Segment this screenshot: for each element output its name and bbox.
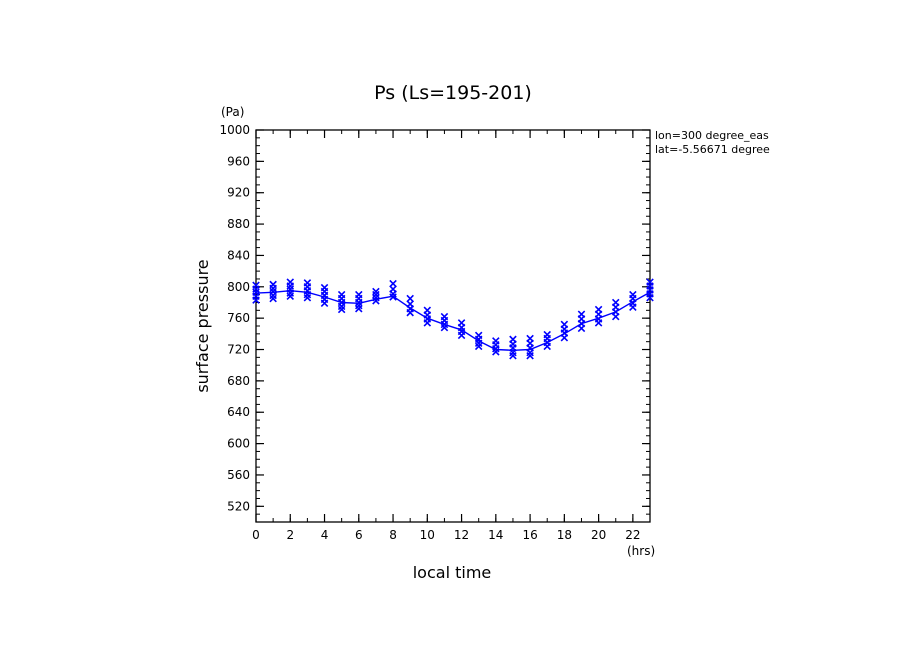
y-tick-label: 920: [227, 186, 250, 200]
data-point: [286, 292, 295, 300]
y-axis-title: surface pressure: [193, 259, 212, 392]
y-tick-label: 720: [227, 343, 250, 357]
x-tick-label: 2: [286, 528, 294, 542]
data-point: [629, 303, 637, 311]
data-point: [440, 323, 449, 332]
x-tick-label: 4: [321, 528, 329, 542]
y-axis-unit: (Pa): [221, 105, 244, 119]
data-point: [594, 319, 603, 327]
data-point: [320, 299, 329, 308]
series-markers: [252, 278, 654, 360]
data-point: [509, 352, 517, 360]
x-tick-label: 6: [355, 528, 363, 542]
data-point: [543, 342, 551, 351]
mean-line: [255, 289, 651, 352]
data-point: [646, 294, 654, 302]
x-tick-label: 16: [522, 528, 537, 542]
data-point: [303, 294, 312, 302]
data-point: [457, 331, 466, 340]
annotation-lon: lon=300 degree_eas: [655, 129, 769, 142]
y-tick-label: 520: [227, 499, 250, 513]
x-tick-label: 20: [591, 528, 606, 542]
data-point: [492, 348, 500, 356]
y-tick-label: 1000: [219, 123, 250, 137]
y-tick-label: 600: [227, 437, 250, 451]
x-tick-label: 8: [389, 528, 397, 542]
x-tick-label: 12: [454, 528, 469, 542]
plot-frame: [255, 129, 651, 523]
y-tick-label: 800: [227, 280, 250, 294]
x-axis-unit: (hrs): [627, 544, 655, 558]
data-point: [474, 342, 483, 351]
x-tick-label: 18: [557, 528, 572, 542]
axes: 0 2 4 6 8 10 12 14 16 18 20 22 520 560 600 640 680 720 760…: [219, 123, 651, 542]
x-tick-label: 22: [625, 528, 640, 542]
data-point: [252, 296, 260, 304]
y-tick-label: 840: [227, 248, 250, 262]
data-point: [423, 319, 432, 327]
series-line: [255, 289, 651, 352]
data-point: [526, 352, 534, 360]
y-tick-label: 960: [227, 154, 250, 168]
y-tick-label: 880: [227, 217, 250, 231]
y-tick-label: 640: [227, 405, 250, 419]
y-tick-label: 560: [227, 468, 250, 482]
x-tick-label: 14: [488, 528, 503, 542]
data-point: [389, 279, 397, 288]
data-point: [406, 308, 414, 317]
data-point: [337, 305, 346, 314]
data-point: [560, 333, 569, 342]
chart-title: Ps (Ls=195-201): [374, 82, 532, 104]
data-point: [269, 294, 277, 303]
data-point: [611, 312, 620, 321]
x-tick-label: 0: [252, 528, 260, 542]
annotation-lat: lat=-5.56671 degree: [655, 143, 770, 156]
data-point: [389, 293, 397, 301]
data-point: [372, 297, 380, 305]
data-point: [406, 294, 414, 303]
data-point: [355, 304, 363, 313]
x-axis-title: local time: [413, 563, 492, 582]
x-tick-label: 10: [420, 528, 435, 542]
y-tick-label: 680: [227, 374, 250, 388]
y-tick-label: 760: [227, 311, 250, 325]
data-point: [577, 324, 586, 333]
